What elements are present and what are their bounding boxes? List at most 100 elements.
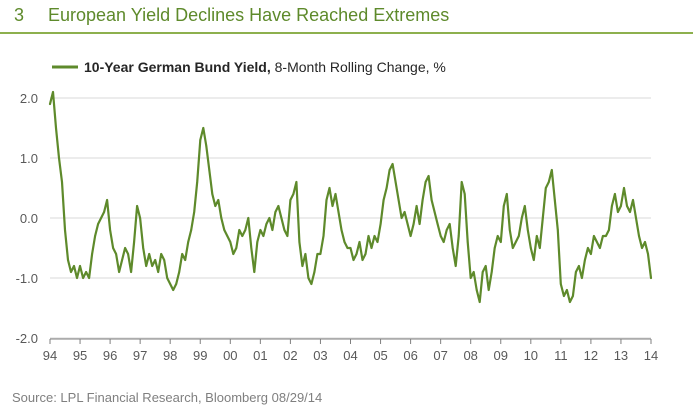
data-point [343, 241, 346, 243]
data-point [391, 163, 394, 165]
data-point [580, 277, 583, 279]
legend-label-rest: 8-Month Rolling Change, % [271, 59, 446, 75]
x-tick-label: 10 [524, 348, 538, 363]
data-point [154, 259, 157, 261]
data-point [508, 229, 511, 231]
data-point [499, 241, 502, 243]
data-point [412, 223, 415, 225]
data-point [418, 223, 421, 225]
data-point [535, 235, 538, 237]
data-point [586, 247, 589, 249]
y-axis-labels: 2.0 1.0 0.0 -1.0 -2.0 [16, 91, 38, 346]
data-point [229, 241, 232, 243]
data-point [550, 169, 553, 171]
data-point [337, 211, 340, 213]
data-point [253, 271, 256, 273]
data-point [115, 253, 118, 255]
data-point [632, 199, 634, 201]
data-point [454, 265, 457, 267]
y-tick-label: -1.0 [16, 271, 38, 286]
x-tick-label: 97 [133, 348, 147, 363]
data-point [118, 271, 121, 273]
data-point [220, 217, 223, 219]
data-point [79, 265, 81, 267]
data-point [460, 181, 463, 183]
data-point [502, 205, 505, 207]
data-point [310, 283, 313, 285]
data-point [133, 241, 136, 243]
data-point [262, 235, 265, 237]
data-point [97, 223, 99, 225]
data-point [292, 193, 295, 195]
figure-header: 3 European Yield Declines Have Reached E… [0, 0, 693, 34]
data-point [532, 259, 535, 261]
data-point [433, 211, 436, 213]
data-point [370, 247, 373, 249]
x-tick-label: 12 [584, 348, 598, 363]
data-point [223, 229, 226, 231]
data-point [331, 205, 334, 207]
grid [50, 97, 651, 339]
data-point [190, 229, 193, 231]
data-point [151, 265, 154, 267]
data-point [202, 127, 205, 129]
data-point [100, 217, 102, 219]
x-axis: 94 95 96 97 98 99 00 01 02 03 04 05 06 07 08 09 10 11 12 13… [43, 338, 658, 363]
x-tick-label: 98 [163, 348, 177, 363]
data-point [448, 223, 451, 225]
data-point [169, 283, 172, 285]
data-point [214, 205, 217, 207]
data-point [103, 211, 105, 213]
data-point [130, 271, 133, 273]
data-point [109, 229, 111, 231]
data-point [163, 259, 166, 261]
data-point [358, 241, 361, 243]
data-point [397, 199, 400, 201]
data-point [301, 265, 304, 267]
data-point [466, 241, 469, 243]
x-tick-label: 07 [433, 348, 447, 363]
x-tick-label: 96 [103, 348, 117, 363]
data-point [49, 103, 51, 105]
data-point [463, 193, 466, 195]
legend-label-bold: 10-Year German Bund Yield, [84, 59, 271, 75]
data-point [247, 217, 250, 219]
data-point [400, 217, 403, 219]
data-point [85, 271, 87, 273]
data-point [313, 271, 316, 273]
data-point [571, 295, 574, 297]
data-point [638, 235, 640, 237]
data-point [340, 229, 343, 231]
data-point [106, 199, 108, 201]
y-tick-label: 2.0 [20, 91, 38, 106]
figure-number: 3 [14, 5, 25, 25]
data-point [379, 223, 382, 225]
data-point [517, 235, 520, 237]
data-point [226, 235, 229, 237]
data-point [496, 235, 499, 237]
data-point [376, 241, 379, 243]
x-tick-label: 00 [223, 348, 237, 363]
data-point [55, 127, 57, 129]
legend-label: 10-Year German Bund Yield, 8-Month Rolli… [84, 59, 446, 75]
data-point [52, 91, 54, 93]
data-point [271, 229, 274, 231]
data-point [547, 181, 550, 183]
data-point [148, 253, 151, 255]
data-point [538, 247, 541, 249]
x-tick-label: 94 [43, 348, 57, 363]
data-point [238, 229, 241, 231]
data-point [145, 265, 148, 267]
data-point [442, 241, 445, 243]
chart: 10-Year German Bund Yield, 8-Month Rolli… [16, 59, 659, 363]
data-point [199, 139, 202, 141]
data-point [436, 223, 439, 225]
data-point [403, 211, 406, 213]
data-point [490, 271, 493, 273]
data-point [166, 277, 169, 279]
data-point [556, 229, 559, 231]
data-point [596, 241, 598, 243]
data-point [523, 205, 526, 207]
data-point [235, 247, 238, 249]
x-tick-label: 04 [343, 348, 357, 363]
